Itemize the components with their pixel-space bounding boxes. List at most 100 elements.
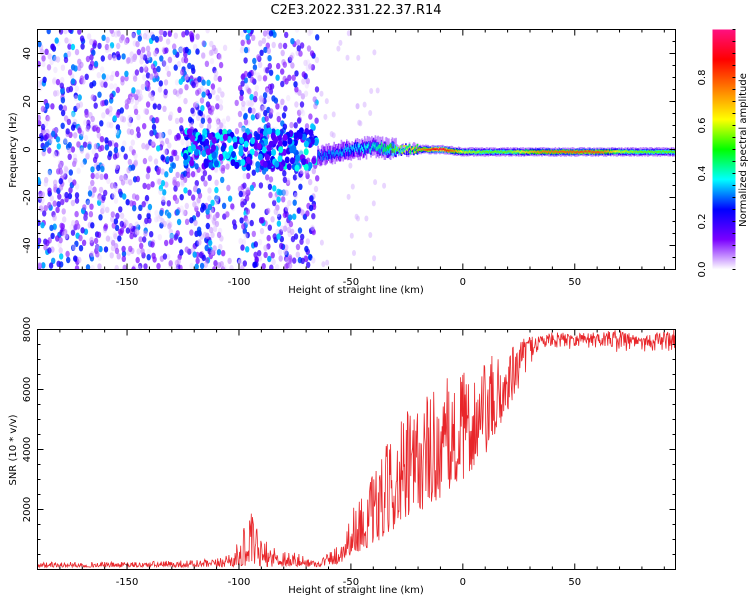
noise-speckle: [299, 42, 305, 49]
noise-speckle: [53, 66, 58, 74]
ridge-cell: [552, 151, 555, 154]
ridge-cell: [631, 150, 634, 153]
noise-speckle: [110, 216, 115, 223]
noise-speckle: [41, 55, 46, 62]
noise-speckle: [240, 39, 245, 46]
ridge-cell: [600, 151, 602, 154]
noise-speckle: [64, 191, 69, 199]
noise-speckle: [69, 224, 75, 231]
ridge-cell: [415, 146, 418, 149]
noise-speckle: [265, 67, 270, 74]
noise-speckle: [382, 182, 387, 189]
noise-speckle: [297, 89, 302, 96]
noise-speckle: [262, 97, 267, 105]
ridge-cell: [360, 144, 362, 152]
noise-speckle: [97, 145, 103, 153]
noise-speckle: [98, 186, 104, 194]
noise-speckle: [308, 204, 314, 212]
noise-speckle: [258, 40, 263, 47]
noise-speckle: [242, 173, 247, 180]
ridge-cell: [381, 144, 384, 152]
noise-speckle: [356, 215, 360, 222]
noise-speckle: [114, 142, 119, 149]
ridge-cell: [570, 150, 573, 153]
noise-speckle: [253, 96, 258, 103]
noise-speckle: [257, 250, 262, 257]
noise-speckle: [239, 217, 244, 224]
ridge-cell: [620, 151, 622, 154]
ridge-cell: [667, 151, 669, 154]
ridge-cell: [407, 147, 410, 150]
noise-speckle: [152, 103, 157, 110]
noise-speckle: [244, 82, 249, 90]
signal-speckle: [249, 148, 255, 156]
noise-speckle: [173, 32, 178, 39]
noise-speckle: [262, 75, 268, 82]
noise-speckle: [190, 64, 195, 71]
noise-speckle: [113, 83, 118, 90]
noise-speckle: [295, 251, 300, 258]
noise-speckle: [230, 203, 235, 210]
noise-speckle: [175, 209, 180, 216]
noise-speckle: [311, 213, 316, 220]
noise-speckle: [133, 152, 138, 160]
ridge-cell: [495, 150, 498, 153]
noise-speckle: [314, 86, 320, 93]
noise-speckle: [163, 148, 168, 156]
noise-speckle: [164, 65, 170, 72]
noise-speckle: [191, 81, 196, 89]
signal-speckle: [225, 152, 230, 160]
noise-speckle: [47, 247, 52, 254]
noise-speckle: [180, 181, 185, 188]
noise-speckle: [246, 172, 251, 180]
noise-speckle: [156, 65, 161, 73]
noise-speckle: [125, 199, 130, 206]
noise-speckle: [294, 70, 299, 77]
signal-speckle: [277, 155, 283, 163]
ridge-cell: [523, 150, 525, 153]
signal-speckle: [303, 148, 309, 156]
ridge-cell: [435, 148, 438, 151]
noise-speckle: [85, 152, 90, 159]
noise-speckle: [159, 209, 164, 217]
noise-speckle: [173, 64, 178, 71]
ridge-cell: [441, 148, 444, 151]
noise-speckle: [70, 124, 76, 131]
colorbar-tick-label: 0.8: [697, 70, 708, 86]
ridge-cell: [325, 155, 327, 160]
noise-speckle: [48, 262, 54, 269]
noise-speckle: [184, 46, 189, 54]
noise-speckle: [283, 207, 288, 214]
ridge-cell: [663, 151, 666, 154]
signal-speckle: [182, 153, 188, 160]
noise-speckle: [305, 238, 310, 245]
ridge-cell: [496, 151, 498, 154]
noise-speckle: [262, 92, 268, 99]
noise-speckle: [187, 189, 192, 196]
noise-speckle: [74, 240, 79, 247]
ridge-cell: [437, 148, 439, 151]
noise-speckle: [63, 165, 68, 172]
ridge-cell: [337, 152, 340, 157]
ridge-cell: [390, 143, 393, 148]
noise-speckle: [40, 123, 46, 131]
noise-speckle: [71, 244, 77, 251]
noise-speckle: [242, 260, 247, 267]
noise-speckle: [169, 238, 174, 245]
noise-speckle: [250, 114, 256, 121]
noise-speckle: [106, 177, 111, 185]
noise-speckle: [74, 48, 80, 56]
noise-speckle: [128, 179, 133, 186]
y-tick-label: 8000: [22, 317, 33, 342]
noise-speckle: [272, 185, 277, 192]
ridge-cell: [388, 146, 390, 151]
ridge-cell: [548, 150, 550, 153]
ridge-cell: [627, 150, 629, 153]
noise-speckle: [286, 226, 292, 233]
noise-speckle: [144, 108, 149, 115]
ridge-cell: [371, 143, 374, 148]
noise-speckle: [208, 49, 214, 57]
noise-speckle: [93, 237, 99, 245]
noise-speckle: [243, 119, 249, 126]
ridge-cell: [549, 151, 551, 154]
